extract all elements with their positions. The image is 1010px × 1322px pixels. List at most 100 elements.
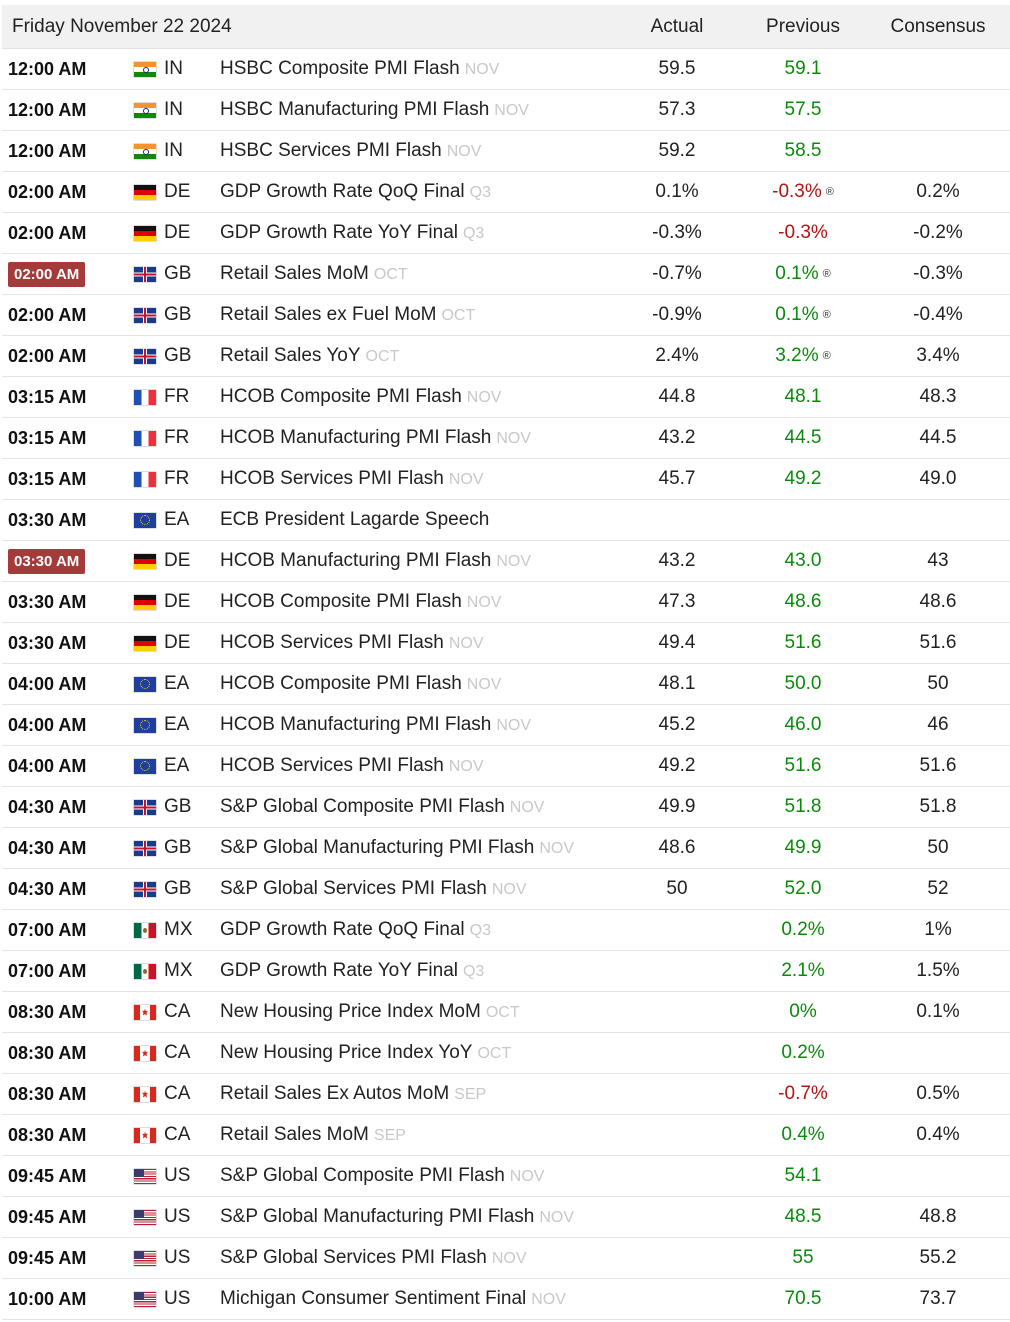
previous-value: 0.2% [781, 919, 825, 940]
table-row[interactable]: 02:00 AM DE GDP Growth Rate QoQ Final Q3 0.1… [2, 172, 1010, 213]
event-time: 03:30 AM [8, 509, 87, 530]
flag-ca-icon [134, 1004, 156, 1020]
table-row[interactable]: 03:30 AM EA ECB President Lagarde Speech [2, 500, 1010, 541]
event-name-link[interactable]: Retail Sales MoM [220, 263, 369, 284]
actual-value: 59.2 [658, 140, 696, 161]
event-cell: GDP Growth Rate YoY Final Q3 [220, 222, 614, 244]
event-name-link[interactable]: Retail Sales ex Fuel MoM [220, 304, 437, 325]
event-name-link[interactable]: HCOB Composite PMI Flash [220, 673, 462, 694]
table-row[interactable]: 10:00 AM US Michigan Consumer Sentiment Fi… [2, 1279, 1010, 1320]
event-name-link[interactable]: GDP Growth Rate YoY Final [220, 222, 458, 243]
previous-cell: 57.5 [740, 99, 866, 121]
event-name-link[interactable]: HSBC Composite PMI Flash [220, 58, 460, 79]
consensus-value: 51.6 [919, 632, 957, 653]
event-name-link[interactable]: HCOB Services PMI Flash [220, 632, 444, 653]
revised-icon[interactable]: ® [825, 185, 834, 198]
event-name-link[interactable]: HCOB Composite PMI Flash [220, 591, 462, 612]
table-row[interactable]: 04:00 AM EA HCOB Manufacturing PMI Flash NO… [2, 705, 1010, 746]
event-name-link[interactable]: HSBC Manufacturing PMI Flash [220, 99, 490, 120]
event-name-link[interactable]: HCOB Manufacturing PMI Flash [220, 550, 492, 571]
table-row[interactable]: 03:30 AM DE HCOB Composite PMI Flash NOV 47.… [2, 582, 1010, 623]
header-previous[interactable]: Previous [766, 15, 840, 37]
table-row[interactable]: 02:00 AM GB Retail Sales MoM OCT -0.7% 0.1% ® -… [2, 254, 1010, 295]
event-name-link[interactable]: Michigan Consumer Sentiment Final [220, 1288, 527, 1309]
event-name-link[interactable]: GDP Growth Rate QoQ Final [220, 919, 465, 940]
event-time-cell: 09:45 AM [2, 1166, 124, 1187]
previous-value: 43.0 [784, 550, 822, 571]
table-row[interactable]: 07:00 AM MX GDP Growth Rate QoQ Final Q3 0.2… [2, 910, 1010, 951]
table-row[interactable]: 04:00 AM EA HCOB Composite PMI Flash NOV 48.… [2, 664, 1010, 705]
table-row[interactable]: 04:30 AM GB S&P Global Manufacturing PMI F… [2, 828, 1010, 869]
table-row[interactable]: 04:30 AM GB S&P Global Services PMI Flash N… [2, 869, 1010, 910]
table-row[interactable]: 08:30 AM CA Retail Sales Ex Autos MoM SEP -0… [2, 1074, 1010, 1115]
event-time-cell: 09:45 AM [2, 1248, 124, 1269]
table-row[interactable]: 03:15 AM FR HCOB Manufacturing PMI Flash NO… [2, 418, 1010, 459]
table-row[interactable]: 02:00 AM DE GDP Growth Rate YoY Final Q3 -0.… [2, 213, 1010, 254]
event-name-link[interactable]: S&P Global Manufacturing PMI Flash [220, 837, 535, 858]
table-row[interactable]: 02:00 AM GB Retail Sales ex Fuel MoM OCT -0.… [2, 295, 1010, 336]
table-row[interactable]: 02:00 AM GB Retail Sales YoY OCT 2.4% 3.2% ® 3.… [2, 336, 1010, 377]
event-reference-period: NOV [446, 143, 482, 160]
revised-icon[interactable]: ® [822, 267, 831, 280]
event-cell: New Housing Price Index MoM OCT [220, 1001, 614, 1023]
event-cell: New Housing Price Index YoY OCT [220, 1042, 614, 1064]
event-time-cell: 08:30 AM [2, 1002, 124, 1023]
event-name-link[interactable]: GDP Growth Rate QoQ Final [220, 181, 465, 202]
header-consensus[interactable]: Consensus [890, 15, 986, 37]
event-name-link[interactable]: HCOB Manufacturing PMI Flash [220, 714, 492, 735]
flag-de-icon [134, 225, 156, 241]
table-row[interactable]: 12:00 AM IN HSBC Composite PMI Flash NOV 59.… [2, 49, 1010, 90]
event-name-link[interactable]: Retail Sales YoY [220, 345, 361, 366]
event-name-link[interactable]: S&P Global Services PMI Flash [220, 1247, 487, 1268]
event-name-link[interactable]: Retail Sales MoM [220, 1124, 369, 1145]
event-cell: S&P Global Composite PMI Flash NOV [220, 1165, 614, 1187]
actual-value: -0.9% [652, 304, 702, 325]
table-row[interactable]: 08:30 AM CA New Housing Price Index YoY OCT… [2, 1033, 1010, 1074]
previous-value: 59.1 [784, 58, 822, 79]
table-row[interactable]: 12:00 AM IN HSBC Manufacturing PMI Flash NO… [2, 90, 1010, 131]
event-name-link[interactable]: HSBC Services PMI Flash [220, 140, 442, 161]
country-code: IN [164, 58, 183, 79]
event-name-link[interactable]: New Housing Price Index MoM [220, 1001, 481, 1022]
table-row[interactable]: 08:30 AM CA Retail Sales MoM SEP 0.4% 0.4% [2, 1115, 1010, 1156]
event-name-link[interactable]: S&P Global Composite PMI Flash [220, 796, 505, 817]
table-row[interactable]: 04:30 AM GB S&P Global Composite PMI Flash… [2, 787, 1010, 828]
consensus-value: -0.2% [913, 222, 963, 243]
table-row[interactable]: 03:15 AM FR HCOB Services PMI Flash NOV 45.7… [2, 459, 1010, 500]
event-name-link[interactable]: GDP Growth Rate YoY Final [220, 960, 458, 981]
table-row[interactable]: 03:30 AM DE HCOB Services PMI Flash NOV 49.4… [2, 623, 1010, 664]
actual-value: 57.3 [658, 99, 696, 120]
event-time-cell: 04:00 AM [2, 756, 124, 777]
table-row[interactable]: 12:00 AM IN HSBC Services PMI Flash NOV 59.2… [2, 131, 1010, 172]
table-row[interactable]: 08:30 AM CA New Housing Price Index MoM OCT… [2, 992, 1010, 1033]
event-time-cell: 08:30 AM [2, 1043, 124, 1064]
event-name-link[interactable]: HCOB Manufacturing PMI Flash [220, 427, 492, 448]
table-row[interactable]: 07:00 AM MX GDP Growth Rate YoY Final Q3 2.1… [2, 951, 1010, 992]
event-name-link[interactable]: HCOB Services PMI Flash [220, 468, 444, 489]
event-name-link[interactable]: S&P Global Services PMI Flash [220, 878, 487, 899]
event-name-link[interactable]: Retail Sales Ex Autos MoM [220, 1083, 450, 1104]
event-name-link[interactable]: New Housing Price Index YoY [220, 1042, 473, 1063]
event-reference-period: NOV [496, 553, 532, 570]
flag-us-icon [134, 1250, 156, 1266]
event-name-link[interactable]: S&P Global Manufacturing PMI Flash [220, 1206, 535, 1227]
event-time: 04:30 AM [8, 796, 87, 817]
actual-value: -0.3% [652, 222, 702, 243]
table-row[interactable]: 03:30 AM DE HCOB Manufacturing PMI Flash NO… [2, 541, 1010, 582]
revised-icon[interactable]: ® [822, 349, 831, 362]
header-actual[interactable]: Actual [650, 15, 704, 37]
table-row[interactable]: 03:15 AM FR HCOB Composite PMI Flash NOV 44.… [2, 377, 1010, 418]
actual-value: 43.2 [658, 550, 696, 571]
table-row[interactable]: 04:00 AM EA HCOB Services PMI Flash NOV 49.2… [2, 746, 1010, 787]
country-cell: CA [124, 1083, 220, 1105]
table-row[interactable]: 09:45 AM US S&P Global Services PMI Flash N… [2, 1238, 1010, 1279]
table-row[interactable]: 09:45 AM US S&P Global Composite PMI Flash… [2, 1156, 1010, 1197]
event-name-link[interactable]: S&P Global Composite PMI Flash [220, 1165, 505, 1186]
revised-icon[interactable]: ® [822, 308, 831, 321]
event-name-link[interactable]: ECB President Lagarde Speech [220, 509, 490, 530]
table-row[interactable]: 09:45 AM US S&P Global Manufacturing PMI F… [2, 1197, 1010, 1238]
country-code: IN [164, 99, 183, 120]
event-name-link[interactable]: HCOB Composite PMI Flash [220, 386, 462, 407]
event-name-link[interactable]: HCOB Services PMI Flash [220, 755, 444, 776]
previous-cell: 55 [740, 1247, 866, 1269]
